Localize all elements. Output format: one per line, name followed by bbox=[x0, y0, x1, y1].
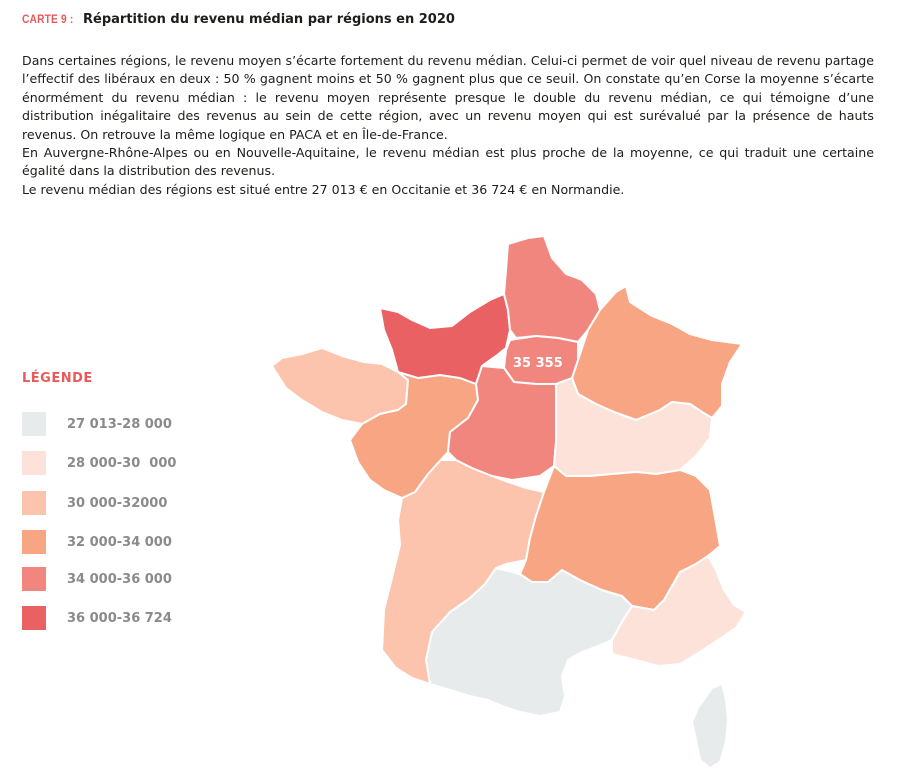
map-title: CARTE 9 : Répartition du revenu médian p… bbox=[22, 12, 455, 27]
region-centre-val-de-loire bbox=[447, 365, 557, 481]
legend-item: 27 013-28 000 bbox=[22, 412, 172, 436]
legend-label: 28 000-30 000 bbox=[67, 455, 177, 471]
legend-title: LÉGENDE bbox=[22, 371, 93, 386]
region-hauts-de-france bbox=[503, 235, 601, 343]
legend-label: 36 000-36 724 bbox=[67, 610, 172, 626]
region-corse bbox=[691, 683, 729, 768]
legend-item: 28 000-30 000 bbox=[22, 451, 176, 475]
legend-label: 27 013-28 000 bbox=[67, 416, 172, 432]
map-number-tag: CARTE 9 : bbox=[22, 12, 74, 26]
legend-swatch bbox=[22, 606, 46, 630]
legend-label: 30 000-32000 bbox=[67, 495, 168, 511]
paragraph-3: Le revenu médian des régions est situé e… bbox=[22, 181, 625, 197]
legend-swatch bbox=[22, 451, 46, 475]
region-value-label-idf: 35 355 bbox=[513, 356, 563, 371]
region-nouvelle-aquitaine bbox=[381, 459, 545, 685]
legend-label: 34 000-36 000 bbox=[67, 571, 172, 587]
legend-swatch bbox=[22, 412, 46, 436]
paragraph-1: Dans certaines régions, le revenu moyen … bbox=[22, 53, 874, 142]
legend-item: 36 000-36 724 bbox=[22, 606, 172, 630]
paragraph-2: En Auvergne-Rhône-Alpes ou en Nouvelle-A… bbox=[22, 145, 874, 179]
legend-item: 32 000-34 000 bbox=[22, 530, 172, 554]
legend-item: 34 000-36 000 bbox=[22, 567, 172, 591]
legend-swatch bbox=[22, 530, 46, 554]
description-text: Dans certaines régions, le revenu moyen … bbox=[22, 52, 874, 199]
legend-item: 30 000-32000 bbox=[22, 491, 167, 515]
legend-label: 32 000-34 000 bbox=[67, 534, 172, 550]
map-title-text: Répartition du revenu médian par régions… bbox=[83, 12, 455, 27]
legend-swatch bbox=[22, 491, 46, 515]
legend-swatch bbox=[22, 567, 46, 591]
region-paca bbox=[611, 555, 747, 667]
